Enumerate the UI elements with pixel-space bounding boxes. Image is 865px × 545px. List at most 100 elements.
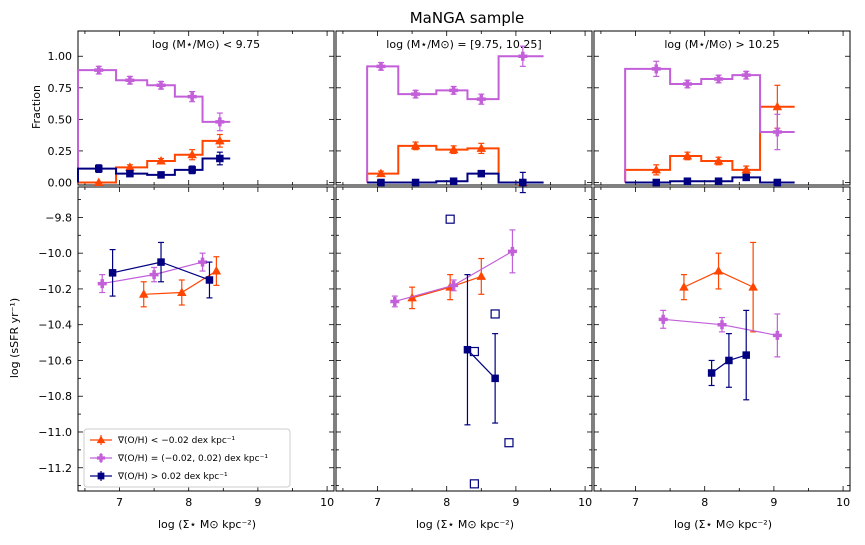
ssfr-point-neg-1 [177, 287, 187, 297]
fraction-tick-label-0: 0.00 [48, 176, 73, 189]
fraction-frame-1 [77, 30, 335, 186]
legend-entry-pos: ∇(O/H) > 0.02 dex kpc⁻¹ [90, 471, 228, 482]
ssfr-point-flat-0 [658, 314, 668, 324]
ssfr-line-pos [467, 349, 496, 379]
fraction-tick-label-2: 0.50 [48, 113, 73, 126]
fraction-point-pos-1 [683, 177, 692, 185]
fraction-series-neg-3 [624, 84, 795, 183]
fraction-step-line-flat [624, 67, 795, 183]
fraction-point-flat-3 [187, 92, 197, 102]
fraction-tick-label-3: 0.75 [48, 82, 73, 95]
x-tick-label-1-2: 9 [512, 496, 519, 509]
fraction-point-neg-3 [187, 149, 197, 159]
fraction-series-pos-3 [625, 173, 795, 187]
x-tick-label-0-3: 10 [320, 496, 334, 509]
fraction-point-pos-0 [95, 164, 103, 173]
ssfr-frame-1 [77, 186, 335, 492]
fraction-point-neg-3 [741, 164, 751, 174]
fraction-frame-2 [335, 30, 593, 186]
fraction-point-flat-3 [476, 94, 486, 104]
ssfr-point-neg-0 [138, 289, 149, 298]
fraction-point-pos-3 [477, 169, 486, 178]
fraction-point-flat-0 [376, 61, 386, 71]
legend-label-neg: ∇(O/H) < −0.02 dex kpc⁻¹ [117, 436, 236, 446]
ssfr-open-point-pos-1 [490, 309, 500, 319]
ssfr-frame-2 [335, 186, 593, 492]
ssfr-point-flat-0 [390, 296, 400, 306]
legend-marker-neg [96, 435, 106, 444]
x-axis-label-2: log (Σ⋆ M⊙ kpc⁻²) [416, 518, 514, 531]
fraction-tick-label-1: 0.25 [48, 145, 73, 158]
fraction-point-flat-0 [651, 64, 661, 74]
fraction-point-pos-2 [157, 171, 165, 179]
ssfr-tick-label-6: −11.0 [38, 426, 72, 439]
ssfr-frame-3 [593, 186, 851, 492]
ssfr-point-neg-2 [211, 266, 222, 275]
fraction-point-neg-2 [448, 144, 459, 154]
fraction-point-neg-3 [476, 143, 487, 152]
ssfr-open-point-pos-0 [445, 214, 455, 224]
ssfr-point-flat-1 [149, 270, 159, 280]
ssfr-point-pos-1 [725, 356, 733, 365]
x-tick-label-1-3: 10 [578, 496, 592, 509]
fraction-point-pos-2 [449, 177, 458, 185]
fraction-point-flat-0 [94, 65, 104, 75]
fraction-point-flat-3 [741, 70, 751, 80]
ssfr-tick-label-3: −10.4 [38, 319, 72, 332]
fraction-point-flat-4 [215, 117, 225, 127]
x-tick-label-1-1: 8 [443, 496, 450, 509]
fraction-point-neg-0 [376, 168, 386, 178]
fraction-step-line-pos [367, 172, 544, 184]
panel-label-3: log (M⋆/M⊙) > 10.25 [664, 38, 779, 51]
fraction-point-neg-1 [125, 162, 135, 171]
fraction-point-pos-2 [714, 177, 723, 185]
fraction-point-pos-0 [377, 178, 385, 187]
fraction-step-line-pos [77, 157, 231, 183]
ssfr-series-neg-1 [138, 256, 222, 308]
fraction-step-line-flat [366, 55, 544, 183]
ssfr-series-flat-2 [390, 229, 517, 308]
fraction-point-pos-3 [188, 166, 196, 174]
ssfr-series-pos-2 [445, 214, 514, 489]
fraction-point-neg-1 [410, 140, 421, 150]
x-tick-label-0-1: 8 [185, 496, 192, 509]
fraction-series-pos-2 [367, 169, 544, 194]
fraction-step-line-pos [625, 176, 795, 184]
ssfr-tick-label-2: −10.2 [38, 283, 72, 296]
x-tick-label-2-1: 8 [701, 496, 708, 509]
fraction-step-line-neg [78, 139, 231, 184]
ssfr-series-neg-2 [407, 257, 487, 310]
x-tick-label-2-2: 9 [770, 496, 777, 509]
fraction-point-pos-3 [742, 173, 750, 182]
fraction-point-neg-2 [713, 156, 724, 165]
ssfr-point-flat-2 [507, 246, 517, 256]
ssfr-panel-2: 7 8 9 10 [335, 186, 593, 509]
panel-2: log (M⋆/M⊙) = [9.75, 10.25] 7 8 9 10 [335, 30, 593, 509]
fraction-point-pos-4 [216, 154, 224, 163]
ssfr-series-flat-1 [97, 252, 208, 294]
fraction-series-neg-1 [78, 133, 231, 186]
ssfr-point-neg-0 [679, 282, 689, 291]
ssfr-open-point-pos-3 [504, 438, 514, 448]
fraction-axis-label: Fraction [30, 85, 43, 129]
ssfr-series-pos-1 [108, 241, 214, 299]
ssfr-panel-1: 7 8 9 10 −9.8 −10.0 −10.2 −10.4 −10.6 −10.8 −11.0 −… [38, 186, 335, 509]
ssfr-point-neg-2 [748, 282, 758, 291]
fraction-point-flat-2 [449, 85, 459, 95]
ssfr-tick-label-7: −11.2 [38, 462, 72, 475]
fraction-series-flat-3 [624, 60, 795, 183]
panel-1: 0.00 0.25 0.50 0.75 1.00 log (M⋆/M⊙) < 9.75 7 8… [38, 30, 335, 509]
fraction-step-line-neg [366, 144, 544, 184]
fraction-series-flat-1 [77, 65, 231, 183]
fraction-point-flat-4 [772, 127, 782, 137]
panel-label-1: log (M⋆/M⊙) < 9.75 [152, 38, 260, 51]
ssfr-tick-label-5: −10.8 [38, 390, 72, 403]
ssfr-point-pos-2 [742, 351, 750, 359]
x-axis-label-3: log (Σ⋆ M⊙ kpc⁻²) [674, 518, 772, 531]
fraction-point-neg-0 [94, 177, 104, 186]
ssfr-panel-3: 7 8 9 10 [593, 186, 851, 509]
fraction-point-pos-1 [126, 169, 134, 178]
fraction-tick-label-4: 1.00 [48, 50, 73, 63]
legend-entry-flat: ∇(O/H) = (−0.02, 0.02) dex kpc⁻¹ [90, 453, 268, 464]
fraction-panel-1: 0.00 0.25 0.50 0.75 1.00 log (M⋆/M⊙) < 9.75 [48, 30, 335, 189]
